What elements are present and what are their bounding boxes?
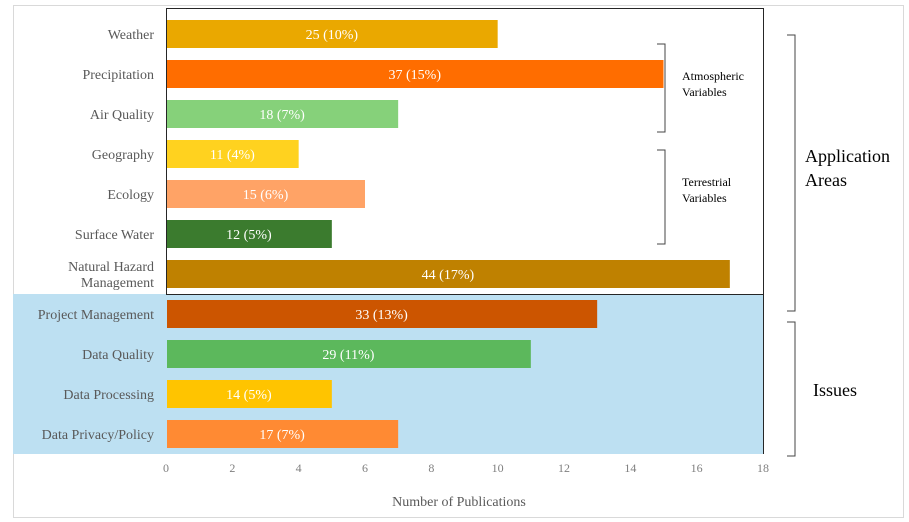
bar-4	[167, 180, 365, 208]
x-tick-label-4: 8	[428, 461, 434, 475]
data-label-6: 44 (17%)	[422, 268, 475, 283]
category-label-6-line-1: Management	[81, 276, 154, 291]
bar-8	[167, 340, 531, 368]
data-label-0: 25 (10%)	[306, 28, 359, 43]
data-label-5: 12 (5%)	[226, 228, 272, 243]
category-label-10: Data Privacy/Policy	[42, 428, 154, 443]
x-tick-label-2: 4	[296, 461, 302, 475]
group-label-issues: Issues	[813, 380, 857, 400]
brace-application-areas	[787, 34, 796, 312]
category-label-6-line-0: Natural Hazard	[68, 260, 154, 275]
x-tick-label-3: 6	[362, 461, 368, 475]
category-label-1: Precipitation	[82, 68, 154, 83]
data-label-1: 37 (15%)	[389, 68, 442, 83]
x-tick-label-1: 2	[229, 461, 235, 475]
category-label-3: Geography	[92, 148, 154, 163]
group-label-terrestrial-line-0: Terrestrial	[682, 175, 732, 189]
x-tick-label-7: 14	[624, 461, 636, 475]
category-label-9: Data Processing	[63, 388, 154, 403]
x-tick-label-5: 10	[492, 461, 504, 475]
group-label-terrestrial-line-1: Variables	[682, 191, 727, 205]
x-tick-label-8: 16	[691, 461, 703, 475]
brace-terrestrial	[657, 149, 666, 245]
category-label-0: Weather	[108, 28, 155, 43]
bar-1	[167, 60, 664, 88]
bar-2	[167, 100, 399, 128]
group-label-atmospheric-line-0: Atmospheric	[682, 69, 744, 83]
brace-atmospheric	[657, 43, 666, 133]
x-tick-label-9: 18	[757, 461, 769, 475]
bar-5	[167, 220, 332, 248]
group-label-application-areas-line-0: Application	[805, 146, 890, 166]
data-label-7: 33 (13%)	[355, 308, 408, 323]
data-label-4: 15 (6%)	[243, 188, 289, 203]
x-tick-label-0: 0	[163, 461, 169, 475]
data-label-2: 18 (7%)	[259, 108, 305, 123]
bar-10	[167, 420, 399, 448]
category-label-5: Surface Water	[75, 228, 154, 243]
brace-issues	[787, 321, 796, 457]
data-label-10: 17 (7%)	[259, 428, 305, 443]
bar-3	[167, 140, 299, 168]
group-label-atmospheric-line-1: Variables	[682, 85, 727, 99]
category-label-4: Ecology	[107, 188, 154, 203]
bar-0	[167, 20, 498, 48]
x-tick-label-6: 12	[558, 461, 570, 475]
group-label-application-areas-line-1: Areas	[805, 170, 847, 190]
chart-outer-frame	[13, 5, 904, 518]
category-label-7: Project Management	[38, 308, 154, 323]
bar-6	[167, 260, 730, 288]
data-label-8: 29 (11%)	[322, 348, 374, 363]
data-label-9: 14 (5%)	[226, 388, 272, 403]
bar-7	[167, 300, 598, 328]
data-label-3: 11 (4%)	[210, 148, 255, 163]
category-label-2: Air Quality	[90, 108, 154, 123]
category-label-8: Data Quality	[82, 348, 154, 363]
bar-9	[167, 380, 332, 408]
x-axis-label: Number of Publications	[392, 495, 526, 510]
